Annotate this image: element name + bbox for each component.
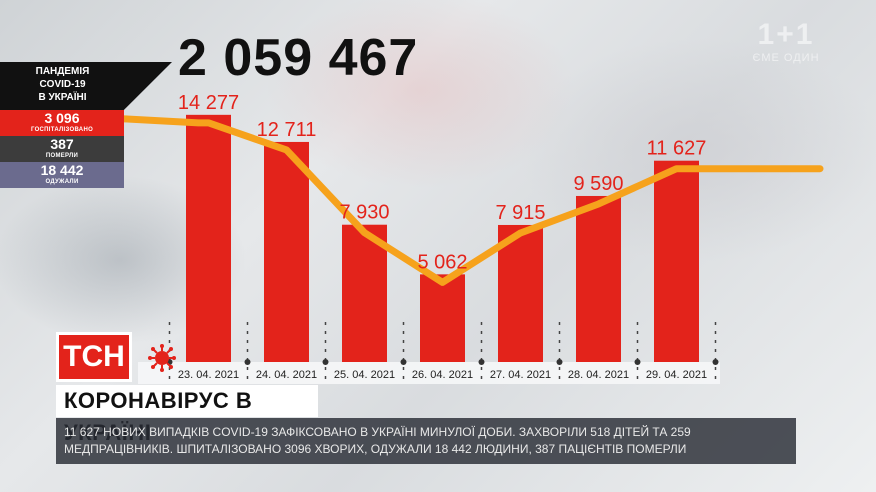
logo-text: 1+1 <box>757 18 815 51</box>
stats-header: ПАНДЕМІЯ COVID-19 В УКРАЇНІ <box>0 62 172 110</box>
stats-title: ПАНДЕМІЯ COVID-19 В УКРАЇНІ <box>35 66 90 103</box>
x-tick-label: 29. 04. 2021 <box>646 369 707 381</box>
bar-value-label: 14 277 <box>178 92 239 114</box>
bar <box>420 274 465 362</box>
stat-recovered: 18 442 ОДУЖАЛИ <box>0 162 124 188</box>
logo-subtext: ЄМЕ ОДИН <box>752 52 820 64</box>
tsn-logo: ТСН <box>56 332 132 382</box>
axis-tick-dot <box>400 359 407 365</box>
x-tick-label: 23. 04. 2021 <box>178 369 239 381</box>
axis-tick-dot <box>478 359 485 365</box>
channel-logo: 1+1 ЄМЕ ОДИН <box>736 18 836 78</box>
bar-value-label: 5 062 <box>417 251 467 273</box>
stat-hospitalized: 3 096 ГОСПІТАЛІЗОВАНО <box>0 110 124 136</box>
bar-value-label: 7 915 <box>495 202 545 224</box>
x-tick-label: 24. 04. 2021 <box>256 369 317 381</box>
bar-value-label: 9 590 <box>573 173 623 195</box>
axis-tick-dot <box>634 359 641 365</box>
bar <box>264 141 309 362</box>
x-tick-label: 26. 04. 2021 <box>412 369 473 381</box>
headline: КОРОНАВІРУС В УКРАЇНІ <box>56 385 318 445</box>
stat-recovered-label: ОДУЖАЛИ <box>45 179 79 185</box>
x-tick-label: 28. 04. 2021 <box>568 369 629 381</box>
bar <box>576 195 621 362</box>
x-tick-label: 25. 04. 2021 <box>334 369 395 381</box>
axis-tick-dot <box>556 359 563 365</box>
bar <box>186 114 231 362</box>
bar-value-label: 12 711 <box>257 119 317 141</box>
x-tick-label: 27. 04. 2021 <box>490 369 551 381</box>
virus-icon <box>148 344 176 372</box>
news-ticker: 11 627 НОВИХ ВИПАДКІВ COVID-19 ЗАФІКСОВА… <box>56 418 796 464</box>
stat-hospitalized-value: 3 096 <box>44 110 80 126</box>
stats-panel: ПАНДЕМІЯ COVID-19 В УКРАЇНІ 3 096 ГОСПІТ… <box>0 62 172 188</box>
bar-value-label: 7 930 <box>339 202 389 224</box>
stat-died-label: ПОМЕРЛИ <box>45 153 79 159</box>
stat-died-value: 387 <box>50 136 74 152</box>
bar-value-label: 11 627 <box>647 138 707 160</box>
stat-hospitalized-label: ГОСПІТАЛІЗОВАНО <box>30 127 94 133</box>
axis-tick-dot <box>712 359 719 365</box>
stat-died: 387 ПОМЕРЛИ <box>0 136 124 162</box>
axis-tick-dot <box>244 359 251 365</box>
stat-recovered-value: 18 442 <box>40 162 84 178</box>
total-cases: 2 059 467 <box>178 29 419 87</box>
axis-tick-dot <box>322 359 329 365</box>
bar <box>654 160 699 362</box>
